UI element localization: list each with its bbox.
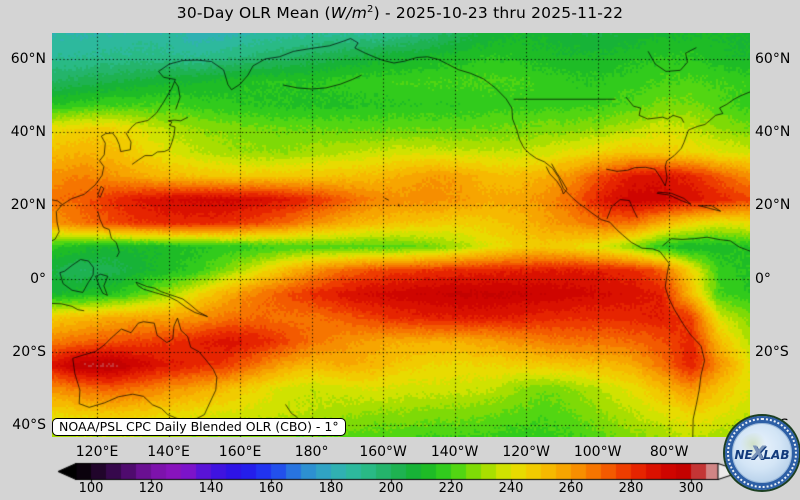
colorbar-tick-label-0: 100 <box>78 481 104 496</box>
colorbar-tick-label-4: 180 <box>318 481 344 496</box>
lat-label-right-1: 40°N <box>755 124 791 141</box>
lat-label-right-3: 0° <box>755 270 771 287</box>
colorbar-tick-label-9: 280 <box>618 481 644 496</box>
logo-text-ne: NE <box>734 447 753 462</box>
lat-label-left-5: 40°S <box>12 416 46 433</box>
lon-label-1: 140°E <box>147 444 190 460</box>
lon-label-8: 80°W <box>649 444 689 460</box>
lat-label-left-1: 40°N <box>10 124 46 141</box>
colorbar-tick-label-2: 140 <box>198 481 224 496</box>
title-unit-exponent: 2 <box>367 4 374 15</box>
colorbar-tick-label-1: 120 <box>138 481 164 496</box>
colorbar-tick-label-7: 240 <box>498 481 524 496</box>
source-annotation: NOAA/PSL CPC Daily Blended OLR (CBO) - 1… <box>52 418 346 436</box>
title-unit: W/m <box>330 4 368 23</box>
olr-heatmap-canvas <box>52 33 750 437</box>
logo-globe-icon <box>740 433 766 455</box>
colorbar-canvas <box>50 461 750 487</box>
colorbar-tick-label-5: 200 <box>378 481 404 496</box>
lon-label-4: 160°W <box>359 444 407 460</box>
title-suffix: ) - 2025-10-23 thru 2025-11-22 <box>373 4 624 23</box>
lat-label-right-0: 60°N <box>755 50 791 67</box>
logo-text: NEXLAB <box>734 441 790 464</box>
lon-label-7: 100°W <box>573 444 622 460</box>
logo-x-glyph: X <box>750 441 766 464</box>
lat-label-right-4: 20°S <box>755 343 789 360</box>
lon-label-2: 160°E <box>218 444 262 460</box>
lon-label-0: 120°E <box>75 444 119 460</box>
nexlab-logo: NEXLAB <box>725 416 799 490</box>
lat-label-left-4: 20°S <box>12 343 46 360</box>
title-prefix: 30-Day OLR Mean ( <box>176 4 331 23</box>
colorbar-tick-label-3: 160 <box>258 481 284 496</box>
lon-label-6: 120°W <box>502 444 550 460</box>
logo-text-lab: LAB <box>763 447 790 462</box>
lat-label-left-2: 20°N <box>10 197 46 214</box>
colorbar-tick-label-8: 260 <box>558 481 584 496</box>
lat-label-right-2: 20°N <box>755 197 791 214</box>
lon-label-5: 140°W <box>430 444 479 460</box>
colorbar-tick-label-6: 220 <box>438 481 464 496</box>
colorbar-tick-label-10: 300 <box>678 481 704 496</box>
lat-label-left-3: 0° <box>30 270 46 287</box>
lon-label-3: 180° <box>294 444 329 460</box>
lat-label-left-0: 60°N <box>10 50 46 67</box>
page-title: 30-Day OLR Mean (W/m2) - 2025-10-23 thru… <box>0 4 800 22</box>
